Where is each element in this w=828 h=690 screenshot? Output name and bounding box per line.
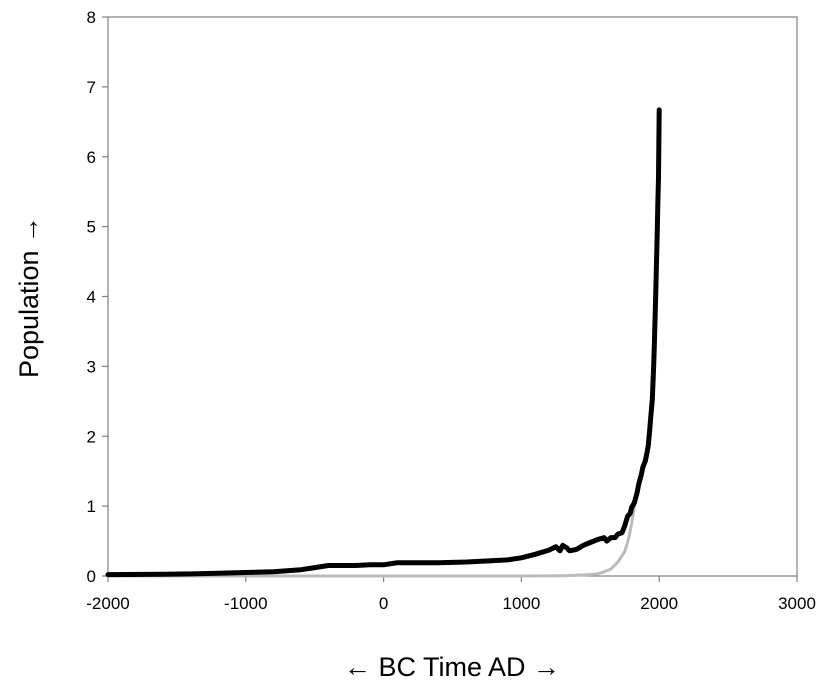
- x-axis: -2000 -1000 0 1000 2000 3000: [86, 576, 816, 613]
- y-tick-label: 7: [87, 78, 96, 97]
- y-tick-label: 2: [87, 427, 96, 446]
- plot-border: [107, 16, 798, 577]
- x-tick-label: 1000: [502, 594, 540, 613]
- y-tick-label: 0: [87, 567, 96, 586]
- y-axis: 0 1 2 3 4 5 6 7 8: [87, 8, 108, 586]
- x-tick-label: -1000: [224, 594, 267, 613]
- x-axis-title: ← BC Time AD →: [344, 652, 560, 682]
- x-tick-label: 0: [379, 594, 388, 613]
- y-tick-label: 3: [87, 357, 96, 376]
- y-tick-label: 1: [87, 497, 96, 516]
- y-tick-label: 6: [87, 148, 96, 167]
- x-tick-label: 3000: [778, 594, 816, 613]
- x-tick-label: -2000: [86, 594, 129, 613]
- y-tick-label: 5: [87, 218, 96, 237]
- x-tick-label: 2000: [640, 594, 678, 613]
- series-line-population: [105, 107, 662, 578]
- y-tick-label: 4: [87, 288, 96, 307]
- y-axis-title: Population →: [14, 216, 44, 378]
- y-tick-label: 8: [87, 8, 96, 27]
- series-line-model: [106, 490, 639, 578]
- plot-frame: [107, 16, 798, 577]
- series-layer: [105, 107, 662, 578]
